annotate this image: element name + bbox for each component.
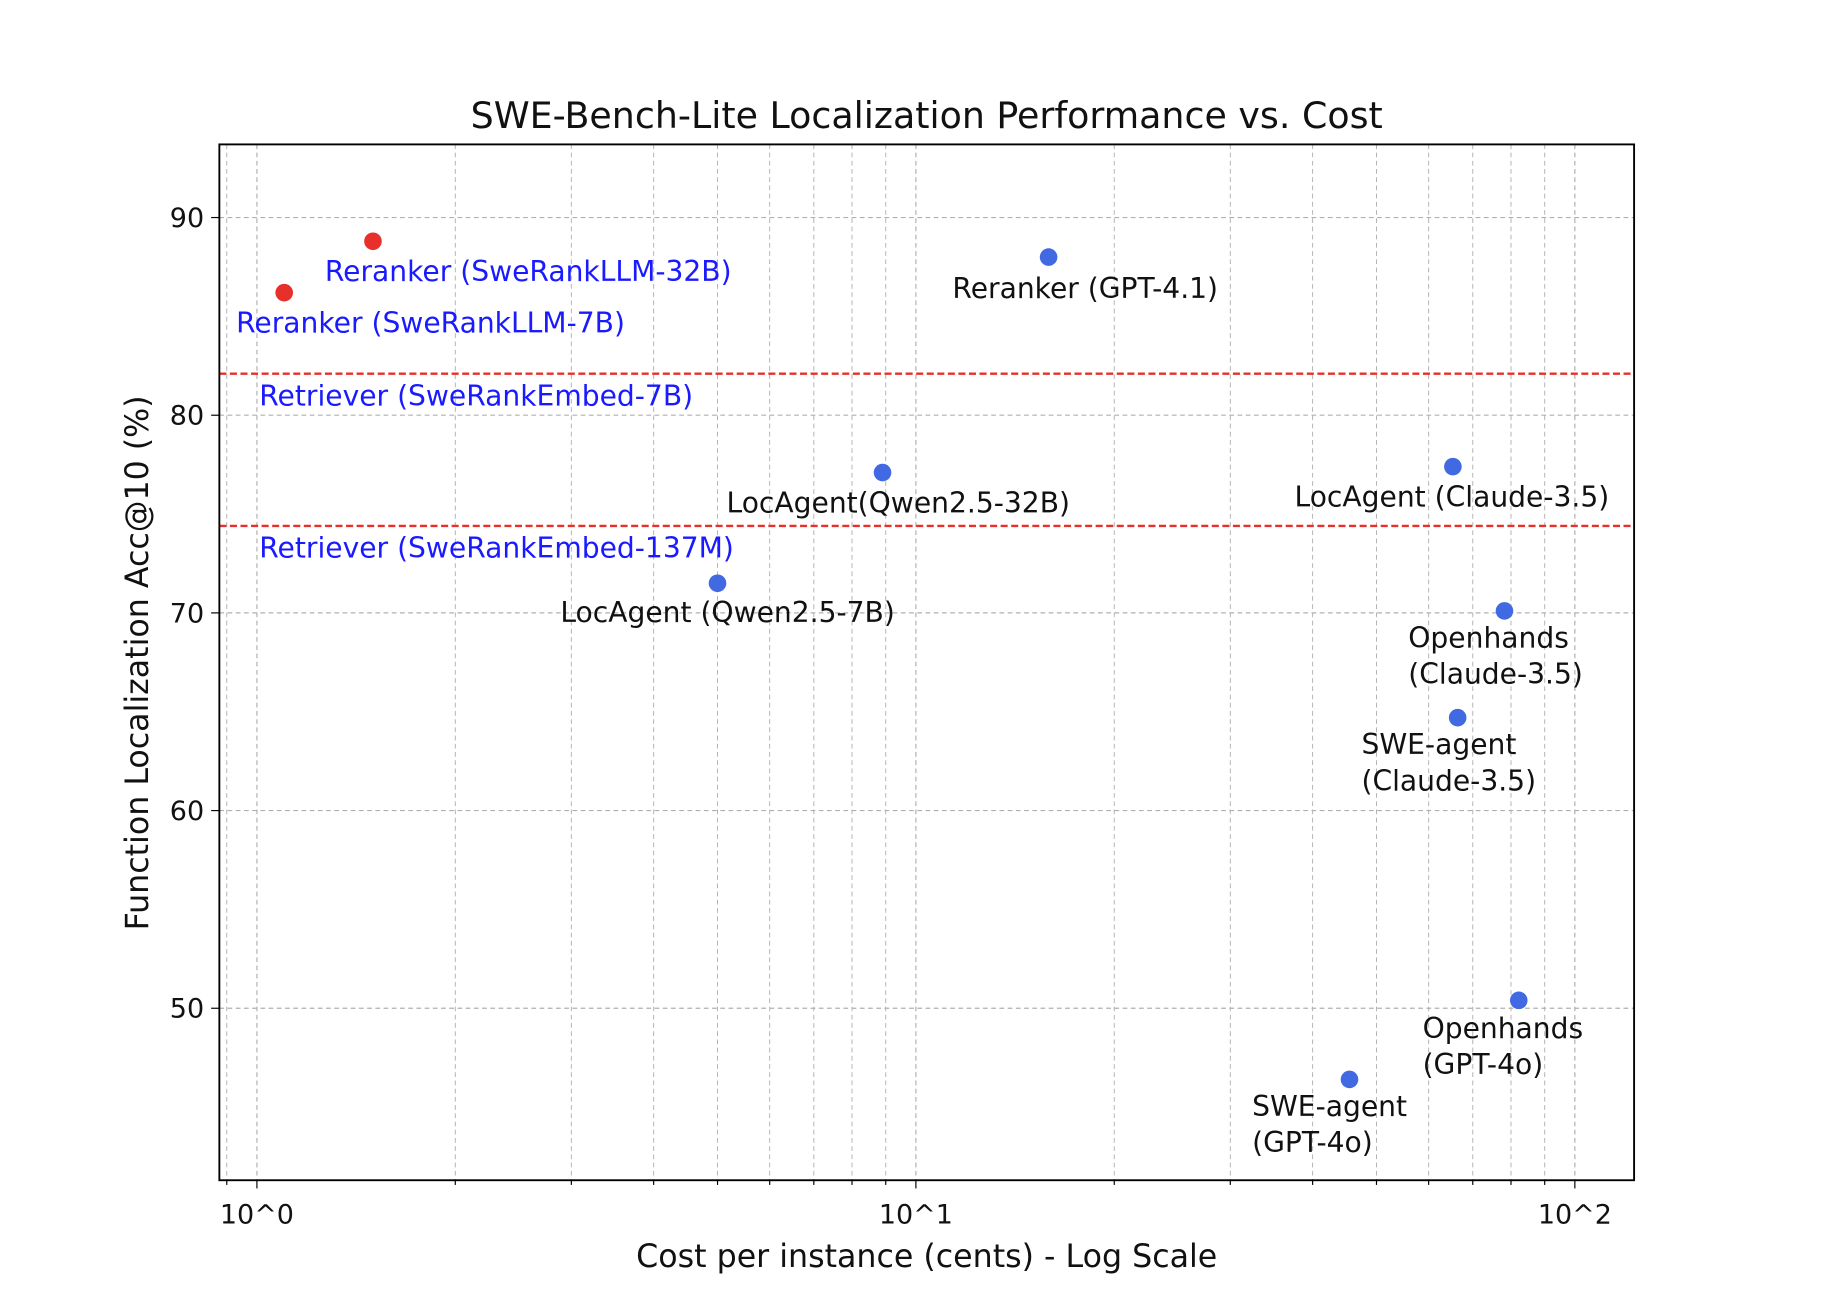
axis-ticks: 50 60 70 80 90	[170, 203, 1576, 1189]
reference-lines: Retriever (SweRankEmbed-7B) Retriever (Sw…	[219, 372, 1635, 565]
data-points: Reranker (SweRankLLM-32B) Reranker (SweRa…	[236, 232, 1609, 1159]
data-point	[275, 283, 294, 302]
data-point-label: Reranker (SweRankLLM-7B)	[236, 307, 625, 340]
data-point	[1444, 457, 1462, 476]
data-point	[873, 463, 892, 482]
data-point-label: SWE-agent (GPT-4o)	[1252, 1090, 1407, 1159]
reference-line-label: Retriever (SweRankEmbed-137M)	[259, 532, 734, 565]
x-tick-label: 10^2	[1538, 1200, 1612, 1231]
data-point-label: LocAgent(Qwen2.5-32B)	[727, 486, 1070, 519]
x-tick-labels: 10^0 10^1 10^2	[220, 1200, 1612, 1231]
reference-line-label: Retriever (SweRankEmbed-7B)	[259, 379, 693, 412]
x-tick-label: 10^0	[220, 1200, 294, 1231]
y-tick-label: 90	[170, 203, 204, 234]
y-axis-label: Function Localization Acc@10 (%)	[120, 395, 156, 930]
data-point	[364, 232, 382, 251]
data-point	[1039, 248, 1058, 266]
data-point-label: Openhands (Claude-3.5)	[1408, 621, 1583, 690]
y-tick-label: 70	[170, 598, 204, 629]
data-point-label: Openhands (GPT-4o)	[1423, 1012, 1584, 1081]
plot-frame	[218, 143, 1636, 1182]
data-point-label: SWE-agent (Claude-3.5)	[1361, 728, 1536, 797]
chart-title: SWE-Bench-Lite Localization Performance …	[471, 94, 1383, 137]
data-point	[1448, 708, 1467, 727]
data-point	[1495, 602, 1514, 620]
data-point	[1509, 991, 1528, 1010]
y-tick-label: 60	[170, 796, 204, 827]
data-point-label: LocAgent (Qwen2.5-7B)	[560, 596, 894, 629]
data-point-label: LocAgent (Claude-3.5)	[1295, 481, 1610, 514]
grid	[219, 144, 1635, 1181]
x-axis-label: Cost per instance (cents) - Log Scale	[636, 1239, 1217, 1275]
data-point-label: Reranker (SweRankLLM-32B)	[325, 255, 732, 288]
data-point	[1340, 1070, 1359, 1089]
data-point-label: Reranker (GPT-4.1)	[952, 272, 1218, 305]
data-point	[708, 574, 727, 593]
y-tick-label: 80	[170, 401, 204, 432]
y-tick-label: 50	[170, 994, 204, 1025]
x-tick-label: 10^1	[879, 1200, 953, 1231]
